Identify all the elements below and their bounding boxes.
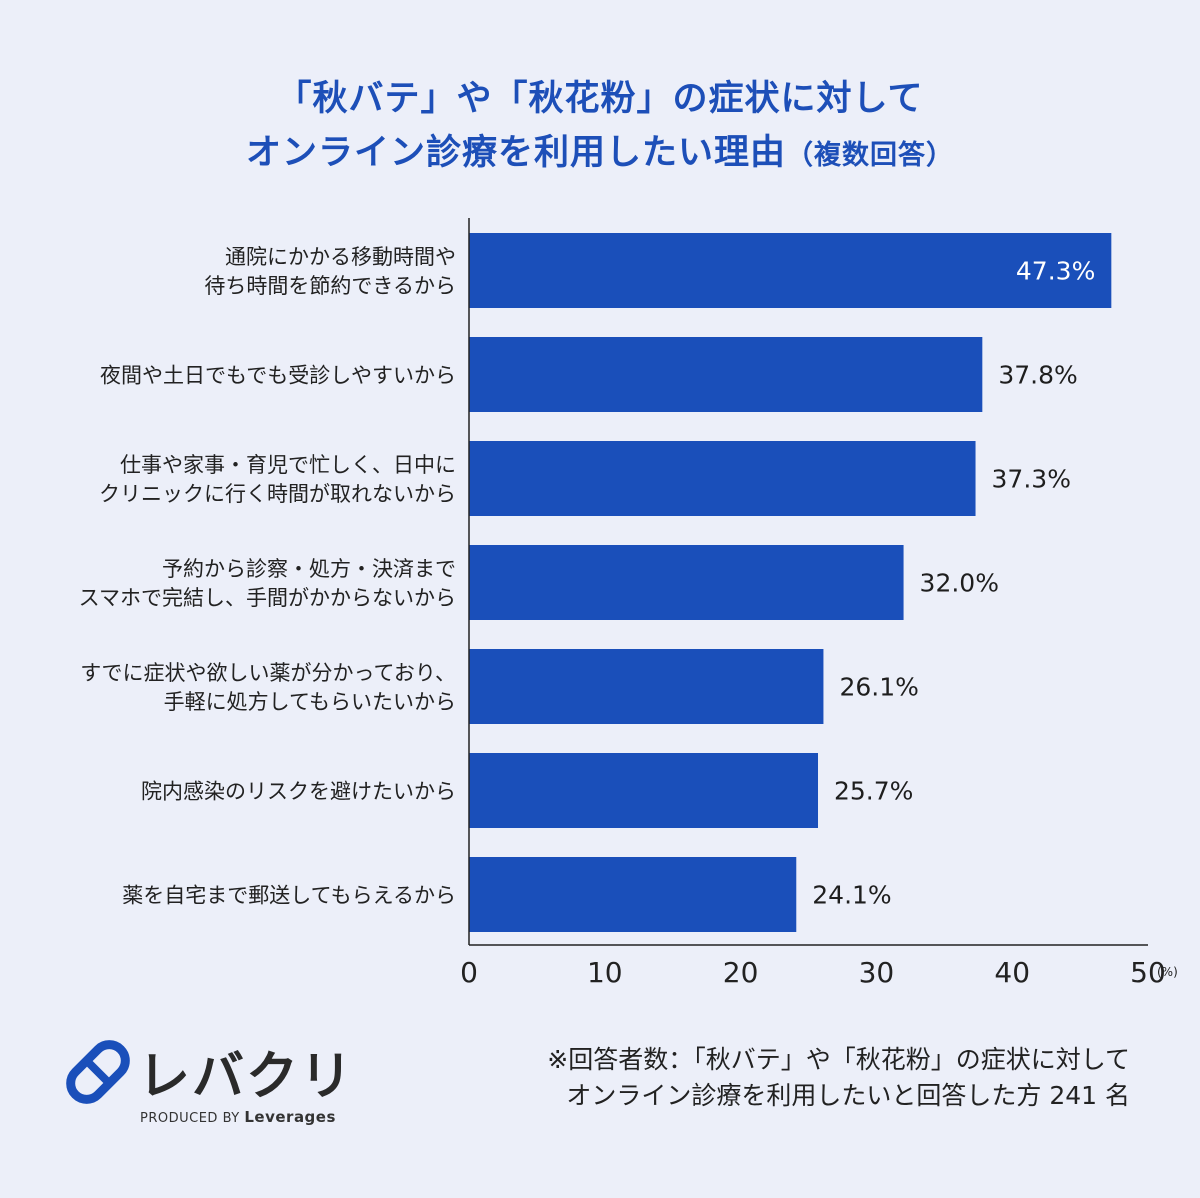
category-label-7-line-1: 薬を自宅まで郵送してもらえるから	[122, 884, 456, 908]
chart-title-line2: オンライン診療を利用したい理由（複数回答）	[0, 126, 1200, 183]
bar-3	[469, 441, 976, 516]
logo-name: レバクリ	[138, 1047, 355, 1107]
footnote: ※回答者数：「秋バテ」や「秋花粉」の症状に対して オンライン診療を利用したいと回…	[547, 1042, 1130, 1114]
x-tick-label-0: 0	[460, 956, 478, 989]
category-label-5-line-2: 手軽に処方してもらいたいから	[164, 690, 456, 714]
bar-value-label-5: 26.1%	[839, 673, 918, 702]
capsule-icon	[66, 1040, 130, 1104]
brand-logo: レバクリ PRODUCED BY Leverages	[58, 1030, 358, 1130]
bar-1	[469, 233, 1112, 308]
category-label-2-line-1: 夜間や土日でもでも受診しやすいから	[100, 364, 456, 388]
bar-value-label-2: 37.8%	[998, 361, 1077, 390]
bar-6	[469, 753, 819, 828]
category-label-4-line-2: スマホで完結し、手間がかからないから	[79, 586, 456, 610]
x-axis-unit: (%)	[1157, 965, 1178, 979]
bar-4	[469, 545, 904, 620]
x-tick-label-50: 50	[1130, 956, 1166, 989]
x-tick-label-40: 40	[994, 956, 1030, 989]
logo-produced-by: PRODUCED BY	[140, 1111, 240, 1126]
bar-value-label-4: 32.0%	[920, 569, 999, 598]
chart-title-line1: 「秋バテ」や「秋花粉」の症状に対して	[276, 79, 924, 119]
chart-title-main: オンライン診療を利用したい理由	[245, 133, 786, 173]
chart-title: 「秋バテ」や「秋花粉」の症状に対して オンライン診療を利用したい理由（複数回答）	[0, 72, 1200, 183]
bar-value-label-1: 47.3%	[1016, 257, 1095, 286]
category-label-3-line-2: クリニックに行く時間が取れないから	[99, 482, 456, 506]
chart-title-sub: （複数回答）	[786, 140, 954, 171]
category-label-1-line-1: 通院にかかる移動時間や	[225, 245, 456, 269]
bar-7	[469, 857, 797, 932]
category-label-3-line-1: 仕事や家事・育児で忙しく、日中に	[120, 453, 456, 477]
category-label-6-line-1: 院内感染のリスクを避けたいから	[141, 780, 456, 804]
bar-value-label-7: 24.1%	[812, 881, 891, 910]
bar-2	[469, 337, 983, 412]
category-label-4-line-1: 予約から診察・処方・決済まで	[162, 557, 456, 581]
bar-value-label-3: 37.3%	[992, 465, 1071, 494]
bar-5	[469, 649, 824, 724]
footnote-line2: オンライン診療を利用したいと回答した方 241 名	[566, 1081, 1130, 1110]
x-tick-label-20: 20	[723, 956, 759, 989]
logo-company: Leverages	[244, 1108, 336, 1126]
x-tick-label-30: 30	[859, 956, 895, 989]
x-tick-label-10: 10	[587, 956, 623, 989]
category-label-1-line-2: 待ち時間を節約できるから	[204, 274, 456, 298]
bar-value-label-6: 25.7%	[834, 777, 913, 806]
footnote-line1: ※回答者数：「秋バテ」や「秋花粉」の症状に対して	[547, 1045, 1130, 1074]
logo-tagline: PRODUCED BY Leverages	[140, 1108, 336, 1126]
category-label-5-line-1: すでに症状や欲しい薬が分かっており、	[80, 661, 456, 685]
